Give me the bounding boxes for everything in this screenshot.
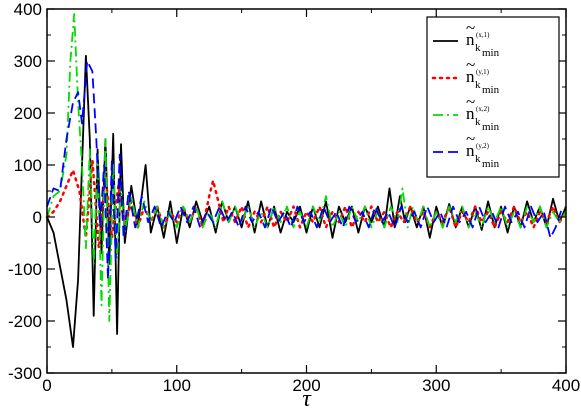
legend-tilde: ~ — [466, 55, 475, 74]
legend-entry-3: ~n (x,2) k min — [433, 92, 500, 133]
legend-superscript: (y,2) — [476, 142, 490, 150]
legend-subscript: k — [475, 79, 481, 91]
legend-subsubscript: min — [482, 84, 500, 96]
y-tick-label: 200 — [14, 104, 42, 123]
y-tick-label: 100 — [14, 156, 42, 175]
legend: ~n (x,1)k min~n (y,1)k min~n (x,2)k min~n (y,2)… — [426, 16, 560, 178]
series-layer — [45, 13, 568, 348]
legend-tilde: ~ — [466, 92, 475, 111]
x-axis-label: τ — [302, 386, 312, 412]
legend-subsubscript: min — [482, 158, 500, 170]
legend-box — [426, 16, 560, 178]
y-tick-label: -200 — [8, 312, 42, 331]
legend-subscript: k — [475, 42, 481, 54]
legend-label: n — [466, 141, 475, 160]
legend-label: n — [466, 30, 475, 49]
legend-tilde: ~ — [466, 18, 475, 37]
x-tick-label: 200 — [292, 376, 320, 395]
legend-entry-1: ~n (x,1) k min — [433, 18, 500, 59]
x-tick-label: 0 — [42, 376, 51, 395]
y-tick-label: -100 — [8, 260, 42, 279]
ticks-layer: 0 100 200 300 400 -300 -200 -100 0 100 200 300 400 — [8, 0, 580, 395]
y-tick-label: 0 — [33, 208, 42, 227]
series-line-3 — [46, 13, 567, 322]
y-tick-label: 400 — [14, 0, 42, 19]
y-tick-label: 300 — [14, 52, 42, 71]
legend-superscript: (y,1) — [476, 68, 490, 76]
x-tick-label: 300 — [422, 376, 450, 395]
legend-superscript: (x,2) — [476, 105, 490, 113]
series-line-4 — [46, 60, 567, 281]
legend-subscript: k — [475, 116, 481, 128]
legend-label: n — [466, 104, 475, 123]
legend-entry-2: ~n (y,1) k min — [431, 55, 500, 96]
x-tick-label: 100 — [163, 376, 191, 395]
legend-superscript: (x,1) — [476, 31, 490, 39]
legend-entry-4: ~n (y,2) k min — [433, 129, 500, 170]
x-tick-label: 400 — [552, 376, 580, 395]
legend-subscript: k — [475, 153, 481, 165]
y-tick-label: -300 — [8, 364, 42, 383]
legend-tilde: ~ — [466, 129, 475, 148]
legend-label: n — [466, 67, 475, 86]
legend-subsubscript: min — [482, 47, 500, 59]
legend-subsubscript: min — [482, 121, 500, 133]
